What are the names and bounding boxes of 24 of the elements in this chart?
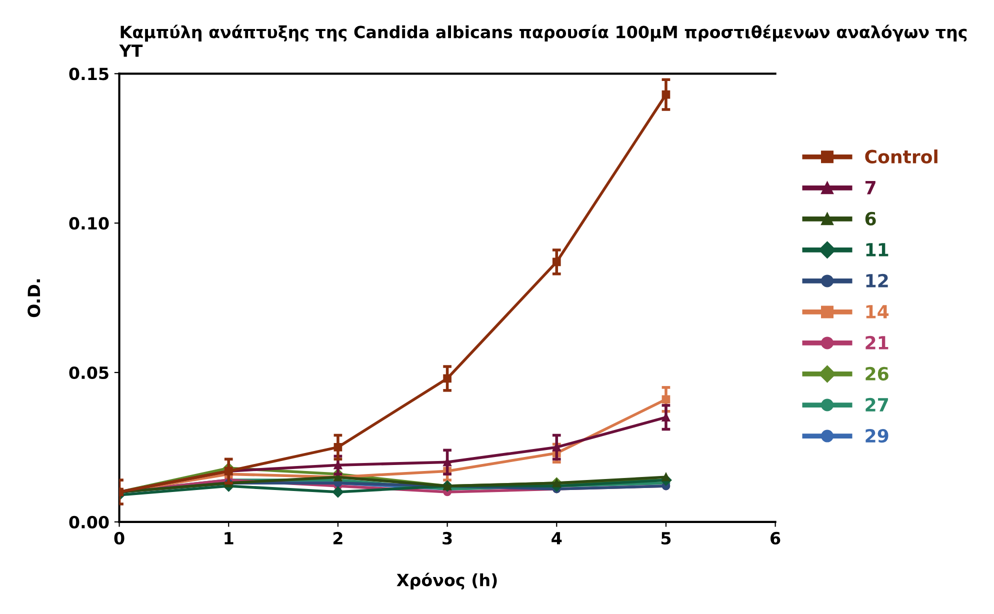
legend-label: 26	[866, 366, 888, 381]
x-axis-title: Χρόνος (h)	[396, 572, 497, 590]
legend-label: 7	[865, 181, 876, 194]
legend-label: 29	[866, 428, 888, 443]
y-tick-label: 0.15	[69, 68, 108, 80]
chart-title: Καμπύλη ανάπτυξης της Candida albicans παρουσία 100μΜ προστιθέμενων αναλόγων της ΥΤ	[119, 24, 967, 57]
x-tick-label: 2	[333, 532, 342, 544]
x-tick-label: 0	[114, 532, 124, 545]
y-tick-label: 0.00	[69, 516, 109, 528]
legend-label: 27	[866, 398, 888, 412]
x-tick-label: 1	[224, 532, 234, 544]
y-axis-title: O.D.	[28, 279, 40, 318]
y-tick-label: 0.10	[69, 217, 109, 230]
legend-label: 14	[866, 305, 889, 318]
legend-label: 12	[866, 274, 888, 288]
x-tick-label: 5	[661, 532, 671, 545]
x-tick-label: 6	[770, 532, 780, 545]
y-tick-label: 0.05	[69, 366, 108, 380]
legend-label: Control	[865, 149, 938, 164]
legend-label: 21	[866, 336, 888, 350]
legend-label: 11	[866, 243, 888, 256]
legend-label: 6	[865, 212, 876, 226]
x-tick-label: 3	[442, 532, 452, 545]
x-tick-label: 4	[552, 532, 562, 544]
